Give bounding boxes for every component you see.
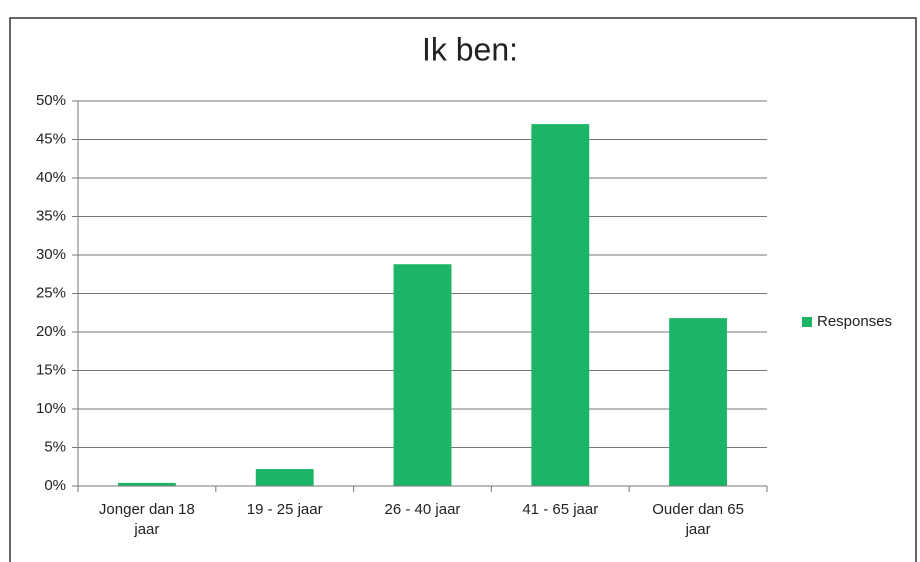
y-tick-label: 20%	[36, 323, 66, 340]
y-tick-label: 0%	[44, 477, 66, 494]
y-tick-label: 40%	[36, 169, 66, 186]
x-tick-label: 19 - 25 jaar	[246, 501, 323, 518]
bar	[393, 264, 452, 486]
y-tick-label: 30%	[36, 246, 66, 263]
x-tick-label: 26 - 40 jaar	[384, 501, 461, 518]
bar	[255, 469, 314, 486]
x-tick-label: Jonger dan 18 jaar	[98, 501, 195, 538]
bar	[669, 318, 728, 486]
y-tick-label: 50%	[36, 92, 66, 109]
y-tick-label: 25%	[36, 284, 66, 301]
chart-frame	[9, 17, 917, 562]
bar	[117, 482, 176, 486]
y-tick-label: 5%	[44, 438, 66, 455]
chart-title: Ik ben:	[422, 31, 518, 67]
legend-swatch	[802, 317, 812, 327]
x-tick-label: Ouder dan 65 jaar	[652, 501, 744, 538]
y-tick-label: 10%	[36, 400, 66, 417]
y-tick-label: 45%	[36, 130, 66, 147]
x-tick-label: 41 - 65 jaar	[522, 501, 599, 518]
y-tick-label: 15%	[36, 361, 66, 378]
y-tick-label: 35%	[36, 207, 66, 224]
bar	[531, 124, 590, 486]
legend-label: Responses	[817, 313, 892, 330]
